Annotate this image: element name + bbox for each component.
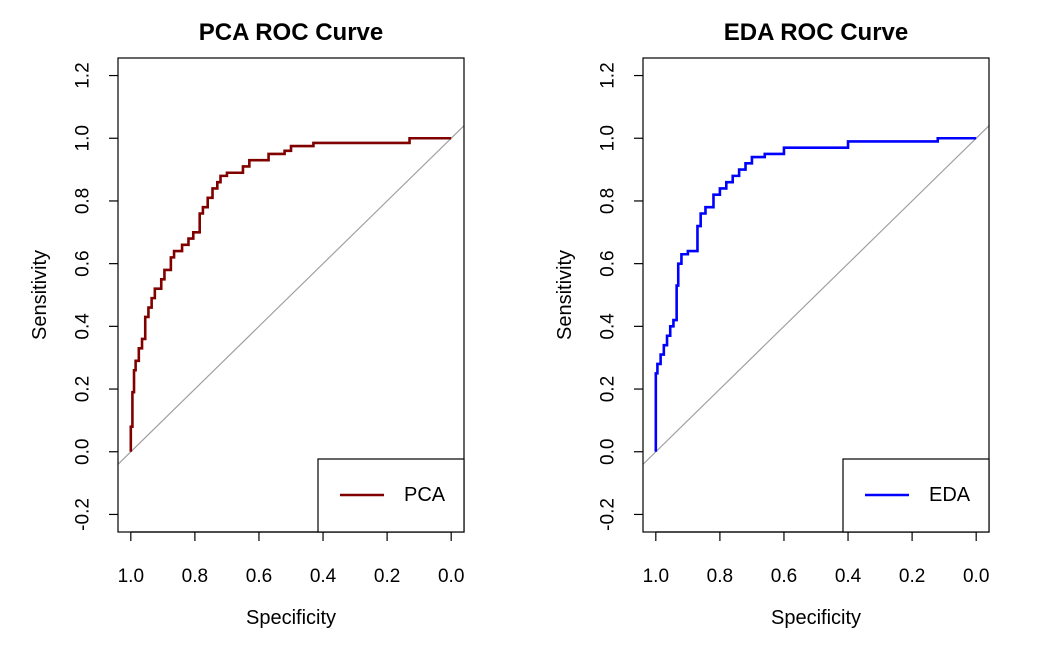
- y-tick-label: 0.8: [73, 188, 94, 214]
- eda-chart: EDA ROC Curve 1.0 0.8 0.6 0.4 0.2 0.0 -0.2 0.0 0.…: [554, 19, 990, 629]
- eda-roc-curve: [654, 136, 977, 452]
- x-axis-label: Specificity: [771, 607, 861, 629]
- y-tick-label: 1.2: [73, 62, 94, 88]
- x-axis: 1.0 0.8 0.6 0.4 0.2 0.0: [118, 531, 464, 587]
- x-axis-label: Specificity: [246, 607, 336, 629]
- legend-label: PCA: [404, 484, 446, 506]
- x-tick-label: 0.6: [771, 566, 797, 587]
- x-tick-label: 1.0: [643, 566, 669, 587]
- y-tick-label: 0.8: [598, 188, 619, 214]
- y-tick-label: -0.2: [598, 498, 619, 531]
- y-tick-label: 0.2: [598, 376, 619, 402]
- y-axis-label: Sensitivity: [29, 250, 51, 340]
- y-tick-label: 0.2: [73, 376, 94, 402]
- y-tick-label: 1.0: [598, 125, 619, 151]
- x-tick-label: 0.0: [963, 566, 989, 587]
- y-tick-label: 0.0: [73, 439, 94, 465]
- x-tick-label: 1.0: [118, 566, 144, 587]
- x-tick-label: 0.8: [707, 566, 733, 587]
- pca-roc-curve: [129, 136, 452, 452]
- x-tick-label: 0.8: [182, 566, 208, 587]
- x-tick-label: 0.2: [899, 566, 925, 587]
- chart-title: PCA ROC Curve: [199, 19, 383, 46]
- y-tick-label: 1.2: [598, 62, 619, 88]
- legend: EDA: [842, 458, 990, 533]
- y-tick-label: 0.0: [598, 439, 619, 465]
- y-tick-label: 0.6: [73, 250, 94, 276]
- y-tick-label: 0.4: [598, 313, 619, 340]
- chart-title: EDA ROC Curve: [724, 19, 908, 46]
- legend: PCA: [317, 458, 465, 533]
- pca-chart: PCA ROC Curve 1.0 0.8 0.6 0.4 0.2 0.0 -0.2 0.0 0.…: [29, 19, 465, 629]
- y-tick-label: 0.6: [598, 250, 619, 276]
- x-tick-label: 0.4: [835, 566, 862, 587]
- diagonal-reference-line: [118, 124, 464, 466]
- y-tick-label: -0.2: [73, 498, 94, 531]
- y-tick-label: 0.4: [73, 313, 94, 340]
- x-axis: 1.0 0.8 0.6 0.4 0.2 0.0: [643, 531, 989, 587]
- y-axis: -0.2 0.0 0.2 0.4 0.6 0.8 1.0 1.2: [598, 62, 643, 531]
- y-axis: -0.2 0.0 0.2 0.4 0.6 0.8 1.0 1.2: [73, 62, 118, 531]
- legend-label: EDA: [929, 484, 971, 506]
- diagonal-reference-line: [643, 124, 989, 466]
- y-axis-label: Sensitivity: [554, 250, 576, 340]
- x-tick-label: 0.0: [438, 566, 464, 587]
- y-tick-label: 1.0: [73, 125, 94, 151]
- x-tick-label: 0.6: [246, 566, 272, 587]
- x-tick-label: 0.4: [310, 566, 337, 587]
- x-tick-label: 0.2: [374, 566, 400, 587]
